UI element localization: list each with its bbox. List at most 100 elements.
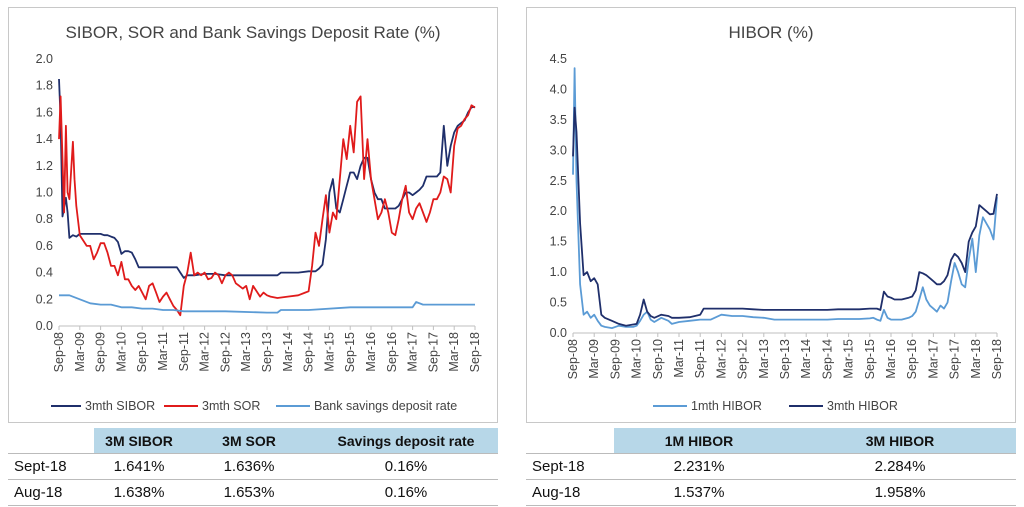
x-tick-label: Sep-10 (651, 339, 665, 379)
x-tick-label: Sep-16 (905, 339, 919, 379)
y-tick-label: 0.6 (36, 239, 53, 253)
x-tick-label: Mar-14 (281, 332, 295, 372)
table-cell: 1.653% (184, 479, 314, 506)
x-tick-label: Mar-18 (969, 339, 983, 379)
row-label: Sept-18 (526, 453, 614, 480)
x-tick-label: Sep-14 (302, 332, 316, 372)
x-tick-label: Sep-18 (990, 339, 1004, 379)
x-tick-label: Sep-17 (948, 339, 962, 379)
y-tick-label: 4.5 (550, 52, 567, 66)
table-header-cell: 3M SOR (184, 428, 314, 454)
x-tick-label: Sep-11 (693, 339, 707, 378)
legend-label: 3mth HIBOR (827, 399, 898, 413)
y-tick-label: 2.5 (550, 174, 567, 188)
legend-label: 3mth SOR (202, 399, 260, 413)
x-tick-label: Mar-16 (364, 332, 378, 372)
y-tick-label: 1.8 (36, 79, 53, 93)
y-tick-label: 1.0 (36, 186, 53, 200)
x-tick-label: Mar-10 (630, 339, 644, 379)
y-tick-label: 4.0 (550, 82, 567, 96)
table-cell: 0.16% (314, 479, 498, 506)
sibor-chart: SIBOR, SOR and Bank Savings Deposit Rate… (36, 23, 482, 413)
y-tick-label: 0.2 (36, 292, 53, 306)
series-line (59, 294, 475, 314)
x-tick-label: Mar-12 (198, 332, 212, 372)
table-header-blank (526, 428, 614, 454)
x-tick-label: Mar-13 (239, 332, 253, 372)
x-tick-label: Mar-15 (842, 339, 856, 379)
table-row: Aug-18 1.537% 1.958% (526, 479, 1016, 506)
table-row: Aug-18 1.638% 1.653% 0.16% (8, 479, 498, 506)
sibor-rates-table: 3M SIBOR 3M SOR Savings deposit rate Sep… (8, 428, 498, 506)
chart-title: HIBOR (%) (729, 23, 814, 42)
x-tick-label: Mar-11 (156, 332, 170, 371)
x-tick-label: Sep-15 (343, 332, 357, 372)
hibor-chart: HIBOR (%) 0.0 0.5 1.0 1.5 2.0 2.5 3.0 3.5 4.0 4.5 S… (550, 23, 1004, 413)
chart-title: SIBOR, SOR and Bank Savings Deposit Rate… (65, 23, 440, 42)
table-cell: 1.636% (184, 453, 314, 480)
hibor-chart-panel: HIBOR (%) 0.0 0.5 1.0 1.5 2.0 2.5 3.0 3.5 4.0 4.5 S… (526, 7, 1016, 423)
x-tick-label: Sep-10 (135, 332, 149, 372)
y-tick-label: 0.5 (550, 296, 567, 310)
y-tick-label: 2.0 (36, 52, 53, 66)
x-tick-label: Sep-09 (94, 332, 108, 372)
x-tick-label: Sep-08 (52, 332, 66, 372)
table-header-row: 1M HIBOR 3M HIBOR (526, 428, 1016, 454)
row-label: Sept-18 (8, 453, 94, 480)
series-line (572, 67, 998, 330)
y-tick-label: 3.5 (550, 113, 567, 127)
x-tick-label: Mar-18 (447, 332, 461, 372)
x-tick-label: Sep-16 (385, 332, 399, 372)
x-tick-label: Mar-17 (926, 339, 940, 379)
table-row: Sept-18 2.231% 2.284% (526, 453, 1016, 480)
x-tick-label: Sep-13 (778, 339, 792, 379)
x-tick-label: Sep-12 (218, 332, 232, 372)
x-tick-label: Sep-12 (736, 339, 750, 379)
x-tick-label: Mar-12 (714, 339, 728, 379)
x-tick-label: Sep-17 (426, 332, 440, 372)
table-cell: 1.537% (614, 479, 784, 506)
x-tick-label: Mar-13 (757, 339, 771, 379)
hibor-rates-table: 1M HIBOR 3M HIBOR Sept-18 2.231% 2.284% … (526, 428, 1016, 506)
table-header-cell: Savings deposit rate (314, 428, 498, 454)
x-tick-label: Sep-18 (468, 332, 482, 372)
table-header-row: 3M SIBOR 3M SOR Savings deposit rate (8, 428, 498, 454)
sibor-chart-panel: SIBOR, SOR and Bank Savings Deposit Rate… (8, 7, 498, 423)
x-tick-label: Sep-08 (566, 339, 580, 379)
y-tick-label: 1.2 (36, 159, 53, 173)
x-tick-label: Sep-15 (863, 339, 877, 379)
table-cell: 1.958% (784, 479, 1016, 506)
y-tick-label: 0.4 (36, 266, 53, 280)
y-tick-label: 1.4 (36, 132, 53, 146)
x-tick-label: Sep-14 (820, 339, 834, 379)
table-header-cell: 1M HIBOR (614, 428, 784, 454)
x-tick-label: Mar-17 (406, 332, 420, 372)
legend-label: Bank savings deposit rate (314, 399, 457, 413)
table-header-cell: 3M HIBOR (784, 428, 1016, 454)
x-tick-label: Mar-16 (884, 339, 898, 379)
y-tick-label: 3.0 (550, 143, 567, 157)
series-line (58, 78, 476, 279)
table-cell: 0.16% (314, 453, 498, 480)
y-tick-label: 0.0 (36, 319, 53, 333)
table-row: Sept-18 1.641% 1.636% 0.16% (8, 453, 498, 480)
x-tick-label: Mar-11 (672, 339, 686, 378)
y-tick-label: 1.5 (550, 235, 567, 249)
table-header-blank (8, 428, 94, 454)
y-tick-label: 2.0 (550, 204, 567, 218)
y-tick-label: 0.8 (36, 212, 53, 226)
y-tick-label: 0.0 (550, 326, 567, 340)
x-tick-label: Sep-13 (260, 332, 274, 372)
row-label: Aug-18 (8, 479, 94, 506)
y-tick-label: 1.0 (550, 265, 567, 279)
series-line (58, 95, 476, 317)
row-label: Aug-18 (526, 479, 614, 506)
legend-label: 1mth HIBOR (691, 399, 762, 413)
legend-label: 3mth SIBOR (85, 399, 155, 413)
y-tick-label: 1.6 (36, 105, 53, 119)
x-tick-label: Mar-14 (799, 339, 813, 379)
x-tick-label: Sep-11 (177, 332, 191, 371)
x-tick-label: Mar-09 (587, 339, 601, 379)
series-line (572, 106, 998, 327)
table-cell: 2.284% (784, 453, 1016, 480)
